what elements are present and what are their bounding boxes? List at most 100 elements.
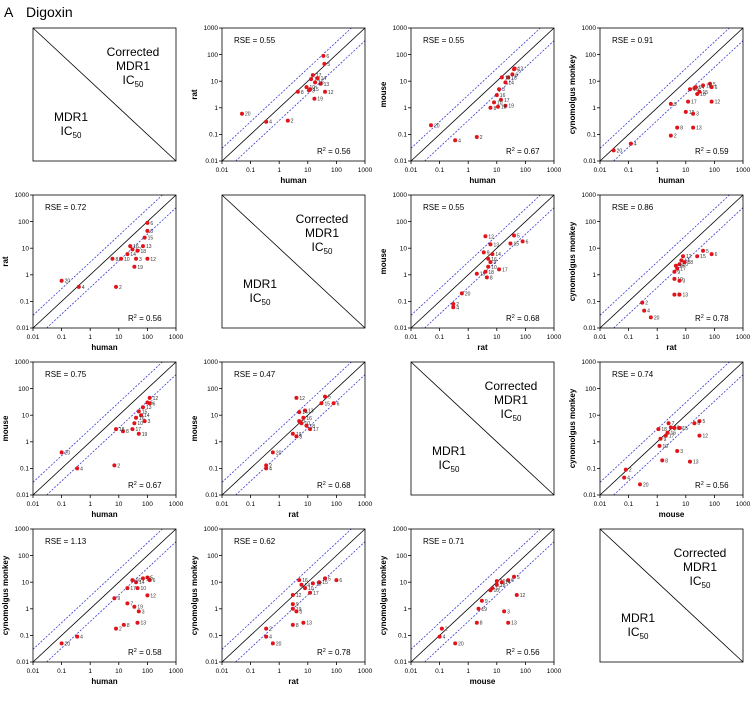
panel-letter: A bbox=[4, 4, 14, 20]
point-label: 9 bbox=[117, 596, 120, 602]
point-label: 10 bbox=[308, 586, 314, 592]
ic-text: IC bbox=[312, 240, 324, 254]
point-label: 12 bbox=[715, 100, 721, 106]
y-axis-label: cynomolgus monkey bbox=[568, 221, 577, 301]
y-tick-label: 1000 bbox=[15, 192, 30, 199]
point-label: 12 bbox=[299, 396, 305, 402]
data-point bbox=[323, 89, 328, 94]
x-tick-label: 100 bbox=[709, 501, 720, 508]
point-label: 4 bbox=[456, 305, 459, 311]
point-label: 10 bbox=[140, 586, 146, 592]
point-label: 10 bbox=[700, 92, 706, 98]
y-tick-label: 10 bbox=[22, 245, 30, 252]
point-label: 12 bbox=[150, 593, 156, 599]
reference-lines bbox=[600, 28, 743, 161]
data-point bbox=[453, 138, 458, 143]
data-point bbox=[498, 97, 503, 102]
point-label: 13 bbox=[146, 405, 152, 411]
corrected-ic50-label: IC50 bbox=[501, 407, 522, 423]
y-tick-label: 1 bbox=[25, 606, 29, 613]
scatter-panel-mouse-vs-rat: 0.01 0.01 0.1 0.1 1 1 10 10 100 100 1000 1000 rat mou… bbox=[190, 359, 373, 519]
y-axis-label: cynomolgus monkey bbox=[379, 555, 388, 635]
lower-threefold-line bbox=[46, 207, 176, 328]
r-squared-value: = 0.68 bbox=[515, 314, 540, 323]
data-point bbox=[679, 258, 684, 263]
identity-line bbox=[600, 195, 743, 328]
data-point bbox=[681, 254, 686, 259]
y-tick-label: 0.1 bbox=[587, 299, 596, 306]
x-axis-label: rat bbox=[666, 343, 677, 352]
data-point bbox=[75, 466, 80, 471]
data-point bbox=[290, 602, 295, 607]
r-squared-exponent: 2 bbox=[512, 147, 515, 153]
point-label: 13 bbox=[324, 82, 330, 88]
point-label: 13 bbox=[511, 621, 517, 627]
data-point bbox=[697, 433, 702, 438]
data-point bbox=[290, 606, 295, 611]
point-label: 16 bbox=[306, 416, 312, 422]
data-point bbox=[474, 271, 479, 276]
point-label: 10 bbox=[309, 85, 315, 91]
data-point bbox=[682, 260, 687, 265]
data-point bbox=[486, 256, 491, 261]
data-point bbox=[136, 609, 141, 614]
data-point bbox=[622, 475, 627, 480]
corrected-mdr1-label: MDR1 bbox=[116, 59, 150, 73]
reference-lines bbox=[411, 195, 554, 328]
x-tick-label: 1000 bbox=[169, 501, 184, 508]
upper-threefold-line bbox=[222, 28, 352, 149]
point-label: 13 bbox=[682, 293, 688, 299]
point-label: 3 bbox=[507, 609, 510, 615]
data-point bbox=[692, 421, 697, 426]
r-squared-value: = 0.78 bbox=[704, 314, 729, 323]
data-point bbox=[451, 301, 456, 306]
point-label: 2 bbox=[445, 627, 448, 633]
corrected-ic50-label: IC50 bbox=[312, 240, 333, 256]
data-point bbox=[294, 434, 299, 439]
data-point bbox=[697, 419, 702, 424]
point-label: 8 bbox=[480, 621, 483, 627]
point-label: 14 bbox=[321, 76, 327, 82]
data-point bbox=[75, 634, 80, 639]
x-tick-label: 0.1 bbox=[246, 167, 255, 174]
legend-diagonal bbox=[32, 27, 177, 162]
ic-subscript: 50 bbox=[135, 80, 144, 89]
data-point bbox=[668, 101, 673, 106]
x-tick-label: 1000 bbox=[736, 334, 751, 341]
point-label: 6 bbox=[511, 578, 514, 584]
r-squared-annotation: R2 = 0.68 bbox=[317, 481, 351, 490]
r-squared-annotation: R2 = 0.56 bbox=[317, 147, 351, 156]
point-label: 16 bbox=[133, 244, 139, 250]
y-axis-label: rat bbox=[1, 256, 10, 267]
ic-text: IC bbox=[690, 574, 702, 588]
plot-frame bbox=[221, 361, 366, 496]
data-point bbox=[145, 593, 150, 598]
figure-title: Digoxin bbox=[26, 4, 73, 20]
ic50-label: IC50 bbox=[628, 625, 649, 641]
point-label: 17 bbox=[316, 73, 322, 79]
data-point bbox=[488, 105, 493, 110]
rse-annotation: RSE = 0.62 bbox=[234, 537, 276, 546]
point-label: 4 bbox=[82, 285, 85, 291]
data-point bbox=[125, 601, 130, 606]
point-label: 15 bbox=[682, 426, 688, 432]
point-label: 6 bbox=[337, 401, 340, 407]
point-label: 10 bbox=[493, 588, 499, 594]
x-axis-label: rat bbox=[288, 677, 299, 686]
x-tick-label: 0.01 bbox=[405, 334, 418, 341]
lower-threefold-line bbox=[46, 374, 176, 495]
y-tick-label: 0.01 bbox=[583, 325, 596, 332]
y-tick-label: 0.1 bbox=[587, 132, 596, 139]
y-tick-label: 1 bbox=[214, 439, 218, 446]
point-label: 6 bbox=[526, 239, 529, 245]
r-squared-letter: R bbox=[128, 314, 134, 323]
point-label: 3 bbox=[139, 257, 142, 263]
point-label: 20 bbox=[65, 279, 71, 285]
x-tick-label: 0.01 bbox=[405, 167, 418, 174]
point-label: 2 bbox=[269, 627, 272, 633]
data-point bbox=[701, 83, 706, 88]
point-label: 8 bbox=[493, 106, 496, 112]
r-squared-letter: R bbox=[506, 147, 512, 156]
corrected-label: Corrected bbox=[485, 379, 538, 393]
